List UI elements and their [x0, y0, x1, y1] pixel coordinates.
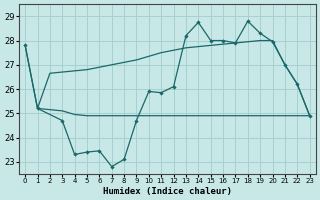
X-axis label: Humidex (Indice chaleur): Humidex (Indice chaleur) [103, 187, 232, 196]
